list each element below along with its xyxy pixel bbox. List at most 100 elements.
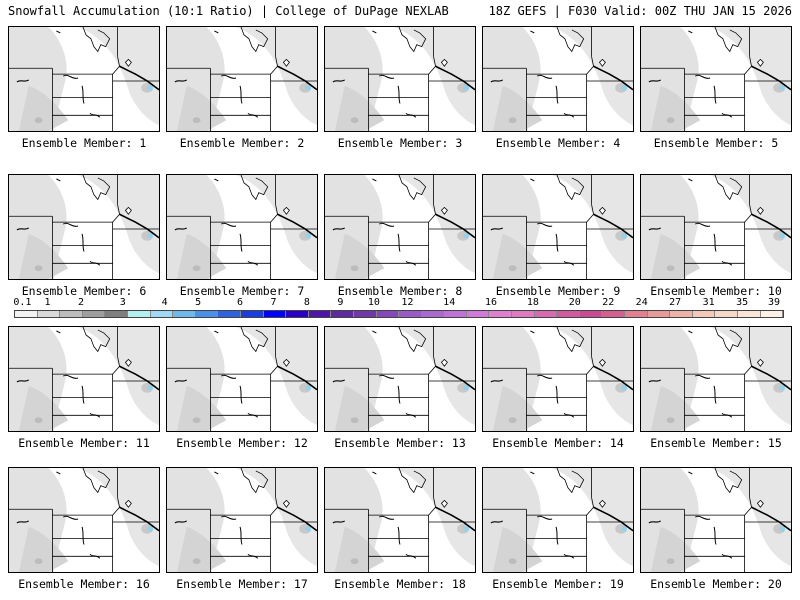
colorbar-cell xyxy=(240,311,264,317)
colorbar-tick-label: 20 xyxy=(568,297,581,308)
colorbar-tick-label: 31 xyxy=(702,297,715,308)
colorbar-cell xyxy=(286,311,309,317)
colorbar-tick-label: 6 xyxy=(236,297,243,308)
ensemble-map-panel xyxy=(8,174,160,280)
ensemble-map-panel xyxy=(166,174,318,280)
ensemble-member-label: Ensemble Member: 1 xyxy=(21,136,147,150)
colorbar-tick-label: 10 xyxy=(367,297,380,308)
colorbar-tick-label: 7 xyxy=(270,297,277,308)
ensemble-map-panel xyxy=(324,326,476,432)
ensemble-member-label: Ensemble Member: 3 xyxy=(337,136,463,150)
ensemble-map-panel xyxy=(482,467,634,573)
colorbar-cell xyxy=(625,311,648,317)
colorbar-tick-label: 22 xyxy=(602,297,615,308)
colorbar-cell xyxy=(602,311,626,317)
colorbar-tick-labels: 0.1 1 2 3 4 5 6 7 8 9 10 12 14 16 18 20 22 24 27 31 35 39 xyxy=(13,297,784,309)
colorbar-cell xyxy=(466,311,490,317)
ensemble-member-label: Ensemble Member: 8 xyxy=(337,284,463,298)
ensemble-map-panel xyxy=(8,467,160,573)
ensemble-member-label: Ensemble Member: 7 xyxy=(179,284,305,298)
colorbar-cell xyxy=(647,311,671,317)
ensemble-member-label: Ensemble Member: 19 xyxy=(492,577,624,591)
colorbar-tick-label: 18 xyxy=(526,297,539,308)
ensemble-member-label: Ensemble Member: 18 xyxy=(334,577,466,591)
colorbar-cell xyxy=(105,311,128,317)
ensemble-member-label: Ensemble Member: 17 xyxy=(176,577,308,591)
ensemble-map-panel xyxy=(640,26,792,132)
ensemble-member-label: Ensemble Member: 12 xyxy=(176,436,308,450)
snowfall-colorbar xyxy=(14,310,784,318)
page-title: Snowfall Accumulation (10:1 Ratio) | Col… xyxy=(8,4,449,18)
ensemble-map-panel xyxy=(482,326,634,432)
ensemble-map-panel xyxy=(640,326,792,432)
colorbar-cell xyxy=(308,311,332,317)
colorbar-cell xyxy=(37,311,61,317)
colorbar-tick-label: 35 xyxy=(736,297,749,308)
ensemble-member-label: Ensemble Member: 20 xyxy=(650,577,782,591)
colorbar-cell xyxy=(218,311,241,317)
colorbar-cell xyxy=(15,311,38,317)
ensemble-map-panel xyxy=(8,26,160,132)
colorbar-tick-label: 0.1 xyxy=(13,297,32,308)
ensemble-member-label: Ensemble Member: 4 xyxy=(495,136,621,150)
ensemble-map-panel xyxy=(324,467,476,573)
colorbar-cell xyxy=(263,311,287,317)
colorbar-cell xyxy=(760,311,784,317)
colorbar-cell xyxy=(715,311,738,317)
colorbar-cell xyxy=(738,311,761,317)
colorbar-cell xyxy=(331,311,354,317)
ensemble-member-label: Ensemble Member: 15 xyxy=(650,436,782,450)
colorbar-cell xyxy=(557,311,580,317)
colorbar-cell xyxy=(399,311,422,317)
colorbar-tick-label: 27 xyxy=(669,297,682,308)
colorbar-cell xyxy=(60,311,83,317)
ensemble-member-label: Ensemble Member: 16 xyxy=(18,577,150,591)
ensemble-member-label: Ensemble Member: 9 xyxy=(495,284,621,298)
ensemble-map-panel xyxy=(166,326,318,432)
colorbar-tick-label: 5 xyxy=(195,297,202,308)
colorbar-tick-label: 12 xyxy=(401,297,414,308)
colorbar-cell xyxy=(512,311,535,317)
ensemble-member-label: Ensemble Member: 5 xyxy=(653,136,779,150)
colorbar-cell xyxy=(82,311,106,317)
colorbar-cell xyxy=(444,311,467,317)
colorbar-tick-label: 8 xyxy=(303,297,310,308)
ensemble-member-label: Ensemble Member: 13 xyxy=(334,436,466,450)
ensemble-map-panel xyxy=(324,174,476,280)
ensemble-map-panel xyxy=(166,467,318,573)
colorbar-cell xyxy=(489,311,513,317)
colorbar-cell xyxy=(353,311,377,317)
ensemble-member-label: Ensemble Member: 2 xyxy=(179,136,305,150)
colorbar-tick-label: 14 xyxy=(443,297,456,308)
ensemble-map-panel xyxy=(324,26,476,132)
colorbar-cell xyxy=(534,311,558,317)
ensemble-map-panel xyxy=(482,174,634,280)
colorbar-cell xyxy=(579,311,603,317)
ensemble-member-label: Ensemble Member: 11 xyxy=(18,436,150,450)
ensemble-map-panel xyxy=(8,326,160,432)
colorbar-cell xyxy=(173,311,196,317)
colorbar-tick-label: 39 xyxy=(767,297,781,308)
ensemble-map-panel xyxy=(640,467,792,573)
colorbar-cell xyxy=(421,311,445,317)
colorbar-tick-label: 24 xyxy=(635,297,648,308)
ensemble-member-label: Ensemble Member: 10 xyxy=(650,284,782,298)
ensemble-map-panel xyxy=(166,26,318,132)
colorbar-tick-label: 9 xyxy=(337,297,344,308)
colorbar-cell xyxy=(692,311,716,317)
colorbar-cell xyxy=(150,311,174,317)
colorbar-cell xyxy=(127,311,151,317)
colorbar-cell xyxy=(376,311,400,317)
colorbar-cell xyxy=(670,311,693,317)
colorbar-cell xyxy=(195,311,219,317)
colorbar-tick-label: 2 xyxy=(77,297,84,308)
ensemble-map-panel xyxy=(640,174,792,280)
colorbar-tick-label: 1 xyxy=(44,297,51,308)
colorbar-tick-label: 3 xyxy=(119,297,126,308)
ensemble-member-label: Ensemble Member: 6 xyxy=(21,284,147,298)
colorbar-tick-label: 16 xyxy=(485,297,498,308)
ensemble-map-panel xyxy=(482,26,634,132)
colorbar-tick-label: 4 xyxy=(161,297,168,308)
model-run-info: 18Z GEFS | F030 Valid: 00Z THU JAN 15 20… xyxy=(488,4,792,18)
ensemble-member-label: Ensemble Member: 14 xyxy=(492,436,624,450)
